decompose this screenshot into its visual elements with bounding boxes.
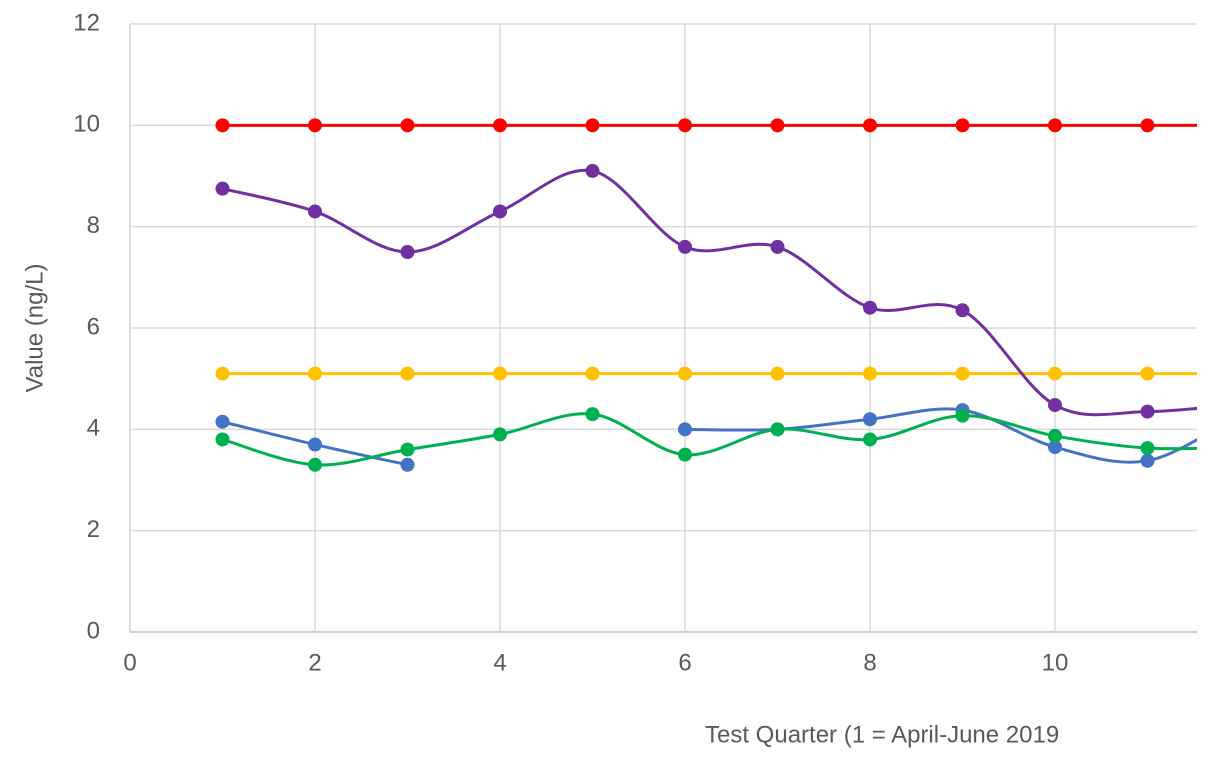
- data-point: [585, 163, 600, 178]
- data-point: [770, 366, 785, 381]
- data-point: [215, 432, 230, 447]
- data-point: [308, 457, 322, 472]
- data-point: [1048, 118, 1062, 133]
- x-axis-label: Test Quarter (1 = April-June 2019: [705, 721, 1059, 748]
- data-point: [1140, 441, 1155, 456]
- data-point: [1140, 118, 1155, 133]
- data-point: [493, 204, 507, 219]
- data-point: [585, 366, 600, 381]
- data-point: [863, 366, 877, 381]
- data-point: [400, 366, 415, 381]
- data-point: [1048, 440, 1062, 455]
- data-point: [585, 407, 600, 422]
- data-point: [308, 366, 322, 381]
- data-point: [400, 457, 415, 472]
- data-point: [493, 366, 507, 381]
- data-point: [770, 422, 785, 437]
- data-point: [493, 118, 507, 133]
- x-tick-label: 0: [123, 649, 136, 676]
- data-point: [678, 239, 692, 254]
- data-point: [308, 204, 322, 219]
- data-point: [955, 366, 970, 381]
- y-tick-label: 10: [73, 111, 100, 138]
- data-point: [1048, 366, 1062, 381]
- data-point: [493, 427, 507, 442]
- data-point: [215, 181, 230, 196]
- data-point: [863, 300, 877, 315]
- data-point: [678, 422, 692, 437]
- data-point: [955, 118, 970, 133]
- data-point: [678, 118, 692, 133]
- x-tick-label: 10: [1042, 649, 1069, 676]
- data-point: [1048, 428, 1062, 443]
- data-point: [308, 118, 322, 133]
- y-axis-label: Value (ng/L): [21, 264, 48, 393]
- data-point: [770, 118, 785, 133]
- data-point: [215, 414, 230, 429]
- data-point: [215, 118, 230, 133]
- y-tick-label: 6: [87, 313, 100, 340]
- data-point: [400, 245, 415, 259]
- data-point: [585, 118, 600, 133]
- y-tick-label: 8: [87, 212, 100, 239]
- x-tick-label: 8: [863, 649, 876, 676]
- y-tick-label: 2: [87, 516, 100, 543]
- x-tick-label: 4: [493, 649, 506, 676]
- data-point: [1140, 404, 1155, 419]
- y-tick-label: 0: [87, 617, 100, 644]
- data-point: [400, 118, 415, 133]
- data-point: [678, 447, 692, 462]
- data-point: [308, 437, 322, 452]
- y-tick-label: 4: [87, 415, 100, 442]
- data-point: [400, 442, 415, 457]
- data-point: [955, 303, 970, 318]
- data-point: [863, 432, 877, 447]
- plot-area: [129, 23, 1197, 633]
- data-point: [955, 408, 970, 423]
- x-tick-label: 6: [678, 649, 691, 676]
- data-point: [1140, 366, 1155, 381]
- data-point: [1140, 453, 1155, 468]
- data-point: [863, 412, 877, 427]
- data-point: [215, 366, 230, 381]
- data-point: [678, 366, 692, 381]
- data-point: [1048, 398, 1062, 413]
- x-tick-label: 2: [308, 649, 321, 676]
- data-point: [770, 239, 785, 254]
- y-tick-label: 12: [73, 9, 100, 36]
- data-point: [863, 118, 877, 133]
